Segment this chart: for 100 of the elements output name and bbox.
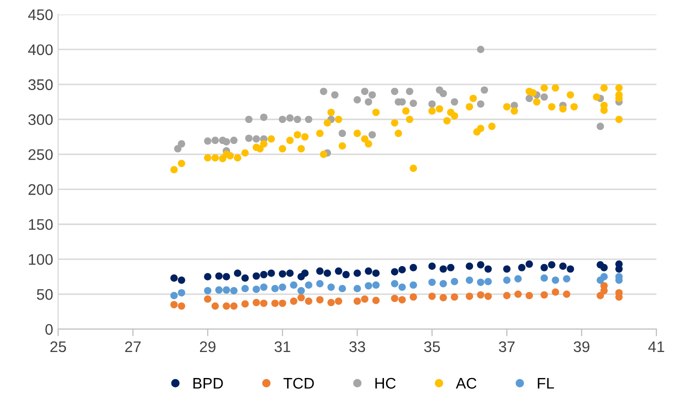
point <box>364 267 372 275</box>
point <box>540 93 548 101</box>
point <box>338 130 346 138</box>
point <box>241 284 249 292</box>
point <box>410 100 418 107</box>
point <box>252 272 260 280</box>
point <box>174 145 182 152</box>
y-tick-label: 450 <box>28 9 53 20</box>
point <box>440 265 447 273</box>
point <box>252 135 260 143</box>
point <box>596 292 604 300</box>
point <box>440 90 447 98</box>
point <box>552 288 560 296</box>
point <box>170 274 178 282</box>
point <box>410 293 418 301</box>
point <box>361 88 368 96</box>
point <box>320 88 328 96</box>
point <box>212 136 219 144</box>
point <box>368 91 376 99</box>
point <box>230 302 238 310</box>
point <box>450 278 458 286</box>
point <box>278 284 286 291</box>
point <box>252 286 260 293</box>
point <box>484 265 492 273</box>
point <box>484 292 492 300</box>
point <box>245 116 253 124</box>
point <box>450 293 458 301</box>
point <box>440 280 447 288</box>
point <box>334 297 342 305</box>
x-tick-label: 27 <box>125 341 141 352</box>
point <box>178 140 186 148</box>
y-tick-label: 400 <box>28 44 53 56</box>
point <box>410 264 418 272</box>
point <box>260 300 268 307</box>
point <box>334 267 342 275</box>
point <box>476 100 484 108</box>
point <box>440 294 447 302</box>
point <box>361 295 368 303</box>
point <box>354 297 361 305</box>
point <box>260 284 268 291</box>
x-tick-label: 25 <box>50 341 66 352</box>
point <box>354 284 361 292</box>
point <box>316 267 324 275</box>
y-tick-label: 300 <box>28 114 53 126</box>
point <box>476 261 484 268</box>
x-tick-label: 39 <box>574 341 590 352</box>
point <box>178 276 186 284</box>
x-tick-label: 35 <box>424 341 440 352</box>
point <box>298 294 305 302</box>
point <box>368 131 376 138</box>
point <box>514 275 522 282</box>
point <box>372 296 380 304</box>
y-tick-label: 200 <box>28 184 53 195</box>
point <box>526 260 533 268</box>
point <box>398 296 406 304</box>
point <box>354 270 361 277</box>
point <box>301 270 309 277</box>
point <box>268 270 275 277</box>
point <box>398 266 406 274</box>
point <box>428 292 436 300</box>
point <box>316 280 324 288</box>
point <box>290 281 298 289</box>
x-tick-label: 41 <box>648 341 664 352</box>
point <box>327 298 335 306</box>
point <box>304 297 312 305</box>
point <box>241 274 249 282</box>
point <box>286 270 294 277</box>
point <box>390 280 398 288</box>
x-tick-label: 29 <box>200 341 216 352</box>
point <box>552 276 560 284</box>
y-tick-label: 150 <box>28 219 53 230</box>
point <box>447 264 454 272</box>
point <box>324 270 332 277</box>
y-tick-label: 0 <box>45 324 53 335</box>
x-tick-label: 31 <box>274 341 290 352</box>
point <box>596 122 604 130</box>
point <box>215 286 223 294</box>
point <box>294 116 302 124</box>
point <box>316 296 324 304</box>
point <box>230 136 238 144</box>
legend-label: AC <box>456 378 476 389</box>
point <box>342 270 350 278</box>
point <box>428 100 436 108</box>
point <box>364 282 372 290</box>
point <box>476 291 484 299</box>
point <box>178 289 186 296</box>
point <box>278 116 286 124</box>
point <box>390 268 398 276</box>
point <box>390 88 398 96</box>
y-tick-label: 350 <box>28 79 53 90</box>
point <box>204 137 212 145</box>
point <box>241 300 249 308</box>
point <box>260 114 268 121</box>
point <box>503 265 511 273</box>
point <box>331 91 339 99</box>
point <box>364 98 372 106</box>
point <box>204 287 212 294</box>
point <box>466 262 474 270</box>
point <box>260 270 268 278</box>
point <box>514 290 522 298</box>
